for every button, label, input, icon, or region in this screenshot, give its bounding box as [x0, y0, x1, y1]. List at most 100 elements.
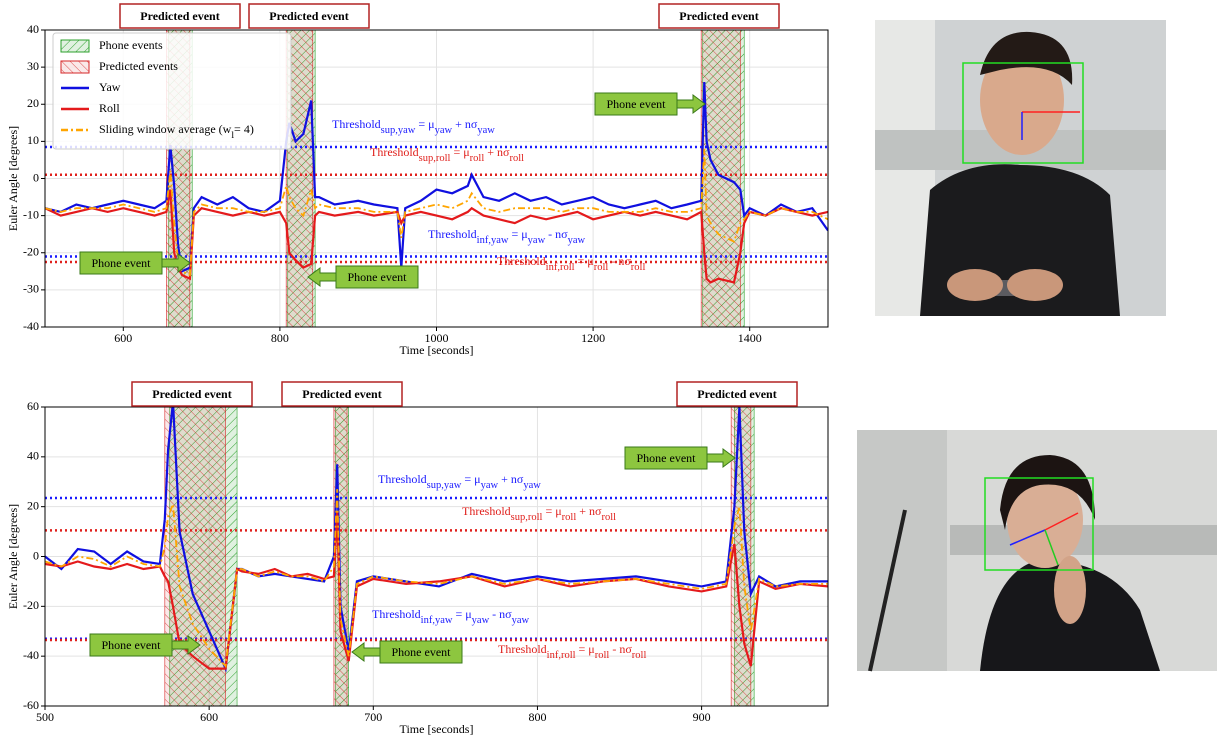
y-tick-label: 20 [27, 96, 39, 110]
y-tick-label: 20 [27, 498, 39, 512]
phone-arrow [171, 635, 201, 655]
y-tick-label: 10 [27, 133, 39, 147]
subscript: roll [602, 512, 617, 523]
x-tick-label: 800 [271, 331, 289, 345]
predicted-box [248, 3, 370, 29]
text-part: - nσ [609, 642, 632, 656]
predicted-label: Predicted event [140, 9, 219, 23]
x-tick-label: 1400 [738, 331, 762, 345]
subscript: sup,roll [511, 512, 543, 523]
subscript: yaw [568, 235, 586, 246]
phone-arrow [161, 253, 191, 273]
series-line [45, 81, 828, 273]
y-tick-label: 40 [27, 449, 39, 463]
phone-label: Phone event [392, 645, 452, 659]
text-part: + nσ [576, 504, 602, 518]
text-part: Threshold [497, 254, 546, 268]
text-part: = μ [575, 254, 594, 268]
phone-label: Phone event [92, 256, 152, 270]
y-tick-label: -30 [23, 282, 39, 296]
predicted-label: Predicted event [302, 387, 381, 401]
subscript: roll [595, 650, 610, 661]
segmented-text: Thresholdinf,yaw = μyaw - nσyaw [372, 607, 530, 626]
segmented-text: Thresholdsup,roll = μroll + nσroll [370, 145, 524, 164]
subscript: yaw [477, 125, 495, 136]
phone-label: Phone event [348, 270, 408, 284]
segmented-text: Yaw [99, 80, 121, 94]
y-tick-label: 40 [27, 22, 39, 36]
predicted-box [131, 381, 253, 407]
subscript: roll [510, 153, 525, 164]
text-part: = μ [452, 607, 471, 621]
subscript: l [231, 130, 234, 141]
predicted-label: Predicted event [697, 387, 776, 401]
x-tick-label: 1200 [581, 331, 605, 345]
text-part: Threshold [372, 607, 421, 621]
y-tick-label: -20 [23, 245, 39, 259]
subscript: sup,yaw [381, 125, 416, 136]
photo-top [875, 20, 1166, 316]
predicted-label: Predicted event [269, 9, 348, 23]
text-part: + nσ [452, 117, 478, 131]
segmented-text: Thresholdinf,yaw = μyaw - nσyaw [428, 227, 586, 246]
y-tick-label: -40 [23, 648, 39, 662]
y-tick-label: -10 [23, 207, 39, 221]
subscript: inf,yaw [477, 235, 509, 246]
legend-box [52, 32, 292, 150]
text-part: Threshold [332, 117, 381, 131]
subscript: yaw [435, 125, 453, 136]
y-axis-label: Euler Angle [degrees] [6, 126, 20, 231]
segmented-text: Roll [99, 101, 120, 115]
subscript: yaw [528, 235, 546, 246]
x-tick-label: 900 [693, 710, 711, 724]
series-line [45, 489, 828, 669]
y-tick-label: 0 [33, 548, 39, 562]
event-span [164, 406, 226, 707]
x-tick-label: 500 [36, 710, 54, 724]
phone-arrow [351, 642, 381, 662]
x-tick-label: 800 [528, 710, 546, 724]
subscript: sup,roll [419, 153, 451, 164]
text-part: Threshold [462, 504, 511, 518]
phone-arrow [676, 94, 706, 114]
y-tick-label: -60 [23, 698, 39, 712]
y-axis-label: Euler Angle [degrees] [6, 504, 20, 609]
predicted-box [658, 3, 780, 29]
x-tick-label: 700 [364, 710, 382, 724]
y-tick-label: 60 [27, 399, 39, 413]
text-part: Roll [99, 101, 120, 115]
subscript: inf,yaw [421, 615, 453, 626]
text-part: = μ [415, 117, 434, 131]
subscript: roll [562, 512, 577, 523]
subscript: roll [470, 153, 485, 164]
legend-swatch [60, 60, 90, 74]
text-part: Threshold [378, 472, 427, 486]
plot-frame [44, 406, 829, 707]
text-part: Threshold [370, 145, 419, 159]
text-part: = μ [450, 145, 469, 159]
subscript: inf,roll [547, 650, 576, 661]
x-axis-label: Time [seconds] [400, 722, 474, 736]
text-part: Sliding window average (w [99, 122, 232, 136]
text-part: = μ [461, 472, 480, 486]
text-part: = 4) [234, 122, 254, 136]
subscript: yaw [481, 480, 499, 491]
text-part: Yaw [99, 80, 121, 94]
subscript: inf,roll [546, 262, 575, 273]
phone-arrow [706, 448, 736, 468]
segmented-text: Thresholdinf,roll = μroll - nσroll [498, 642, 646, 661]
series-line [45, 407, 828, 673]
x-axis-label: Time [seconds] [400, 343, 474, 357]
subscript: roll [631, 262, 646, 273]
event-span [700, 29, 741, 328]
subscript: yaw [472, 615, 490, 626]
segmented-text: Thresholdinf,roll = μroll - nσroll [497, 254, 645, 273]
plot-frame [44, 29, 829, 328]
phone-label: Phone event [637, 451, 697, 465]
subscript: roll [632, 650, 647, 661]
subscript: yaw [523, 480, 541, 491]
predicted-box [281, 381, 403, 407]
text-part: = μ [508, 227, 527, 241]
subscript: sup,yaw [427, 480, 462, 491]
